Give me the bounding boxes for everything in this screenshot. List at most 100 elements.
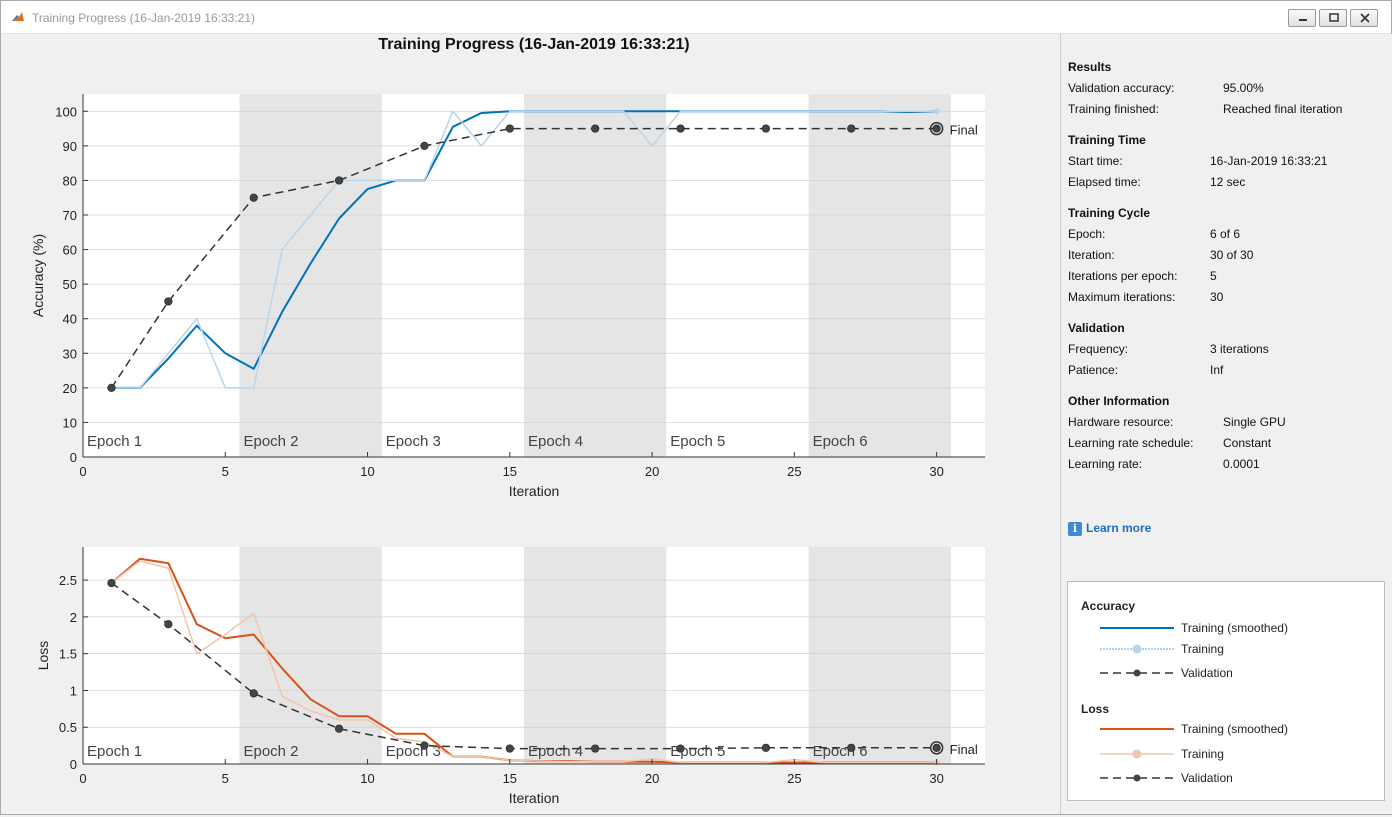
epoch-value: 6 of 6 <box>1210 227 1241 241</box>
acc-y-tick-label: 90 <box>63 139 77 154</box>
acc-validation-point <box>591 124 600 133</box>
other-information-heading: Other Information <box>1068 394 1170 408</box>
loss-x-tick-label: 25 <box>787 771 801 786</box>
acc-y-tick-label: 80 <box>63 173 77 188</box>
minimize-button[interactable] <box>1288 9 1316 27</box>
loss-epoch-label: Epoch 6 <box>813 743 868 760</box>
loss-x-tick-label: 20 <box>645 771 659 786</box>
loss-validation-point <box>761 743 771 752</box>
loss-epoch-label: Epoch 2 <box>243 743 298 760</box>
iteration-value: 30 of 30 <box>1210 248 1254 262</box>
acc-epoch-label: Epoch 5 <box>670 433 725 450</box>
legend-loss-swatches <box>1100 728 1174 782</box>
loss-validation-point <box>591 744 600 753</box>
validation-heading: Validation <box>1068 321 1125 335</box>
acc-x-tick-label: 5 <box>222 464 229 479</box>
loss-epoch-shade <box>524 547 667 764</box>
frequency-value: 3 iterations <box>1210 342 1269 356</box>
acc-x-tick-label: 20 <box>645 464 659 479</box>
legend-loss-validation-marker <box>1133 774 1141 782</box>
loss-epoch-label: Epoch 4 <box>528 743 583 760</box>
acc-y-tick-label: 10 <box>63 415 77 430</box>
legend-acc-training-marker <box>1132 644 1142 654</box>
acc-validation-point <box>107 383 116 392</box>
acc-epoch-label: Epoch 4 <box>528 433 583 450</box>
legend-accuracy-swatches <box>1100 627 1174 677</box>
legend-box: Accuracy Training (smoothed) Training Va… <box>1067 581 1385 801</box>
training-finished-label: Training finished: <box>1068 102 1159 116</box>
loss-validation-point <box>107 578 116 588</box>
results-heading: Results <box>1068 60 1112 74</box>
loss-x-axis-label: Iteration <box>509 790 560 806</box>
learn-more-link[interactable]: i Learn more <box>1068 521 1151 536</box>
acc-y-tick-label: 40 <box>63 312 77 327</box>
legend-loss-smoothed-label: Training (smoothed) <box>1181 722 1288 736</box>
close-button[interactable] <box>1350 9 1378 27</box>
frequency-label: Frequency: <box>1068 342 1129 356</box>
acc-final-label: Final <box>950 123 978 138</box>
loss-final-marker <box>929 741 944 755</box>
start-time-label: Start time: <box>1068 154 1123 168</box>
validation-accuracy-label: Validation accuracy: <box>1068 81 1175 95</box>
acc-raw-final-point <box>933 108 940 115</box>
acc-y-axis-label: Accuracy (%) <box>30 234 46 317</box>
maximum-iterations-value: 30 <box>1210 290 1224 304</box>
restore-icon <box>1329 13 1339 22</box>
legend-acc-smoothed-label: Training (smoothed) <box>1181 621 1288 635</box>
acc-validation-point <box>932 124 941 133</box>
legend-accuracy-heading: Accuracy <box>1081 599 1136 613</box>
legend-loss-validation-label: Validation <box>1181 771 1233 785</box>
legend-acc-validation-label: Validation <box>1181 666 1233 680</box>
acc-epoch-label: Epoch 1 <box>87 433 142 450</box>
loss-x-tick-label: 15 <box>503 771 517 786</box>
acc-final-marker <box>929 121 944 136</box>
loss-validation-point <box>676 744 685 753</box>
training-cycle-heading: Training Cycle <box>1068 206 1151 220</box>
title-bar[interactable]: Training Progress (16-Jan-2019 16:33:21) <box>1 1 1391 34</box>
acc-validation-point <box>164 297 173 306</box>
loss-validation-point <box>420 741 429 750</box>
loss-validation-point <box>334 724 344 733</box>
acc-validation-point <box>334 176 344 185</box>
loss-validation-point <box>164 620 173 629</box>
learning-rate-value: 0.0001 <box>1223 457 1260 471</box>
acc-y-tick-label: 100 <box>55 104 77 119</box>
figure-title: Training Progress (16-Jan-2019 16:33:21) <box>378 36 689 53</box>
loss-validation-point <box>932 743 941 752</box>
legend-acc-validation-marker <box>1133 669 1141 677</box>
acc-x-tick-label: 0 <box>79 464 86 479</box>
acc-epoch-shade <box>239 94 382 457</box>
acc-x-tick-label: 10 <box>360 464 374 479</box>
start-time-value: 16-Jan-2019 16:33:21 <box>1210 154 1328 168</box>
acc-validation-point <box>420 141 429 150</box>
minimize-icon <box>1299 19 1307 21</box>
learning-rate-schedule-label: Learning rate schedule: <box>1068 436 1194 450</box>
acc-epoch-label: Epoch 2 <box>243 433 298 450</box>
hardware-resource-value: Single GPU <box>1223 415 1286 429</box>
loss-epoch-label: Epoch 1 <box>87 743 142 760</box>
restore-button[interactable] <box>1319 9 1347 27</box>
acc-validation-point <box>761 124 771 133</box>
loss-y-tick-label: 1.5 <box>59 647 77 662</box>
loss-epoch-shade <box>239 547 382 764</box>
maximum-iterations-label: Maximum iterations: <box>1068 290 1176 304</box>
plot-area: Epoch 1 Epoch 2 Epoch 3 Epoch 4 Epoch 5 Epoch… <box>1 34 1059 814</box>
acc-y-tick-label: 0 <box>70 450 77 465</box>
acc-series-raw-line <box>111 110 937 389</box>
acc-y-tick-label: 60 <box>63 243 77 258</box>
legend-loss-training-marker <box>1132 749 1142 759</box>
loss-final-label: Final <box>950 742 978 757</box>
close-icon <box>1360 13 1370 23</box>
acc-x-tick-label: 30 <box>929 464 943 479</box>
validation-accuracy-value: 95.00% <box>1223 81 1264 95</box>
legend-loss-heading: Loss <box>1081 702 1110 716</box>
info-panel: Results Validation accuracy: 95.00% Trai… <box>1060 34 1392 814</box>
iteration-label: Iteration: <box>1068 248 1115 262</box>
loss-validation-point <box>249 689 258 698</box>
legend-loss-training-label: Training <box>1181 747 1224 761</box>
training-time-heading: Training Time <box>1068 133 1146 147</box>
loss-validation-point <box>505 744 514 753</box>
acc-x-tick-label: 15 <box>503 464 517 479</box>
learning-rate-label: Learning rate: <box>1068 457 1143 471</box>
